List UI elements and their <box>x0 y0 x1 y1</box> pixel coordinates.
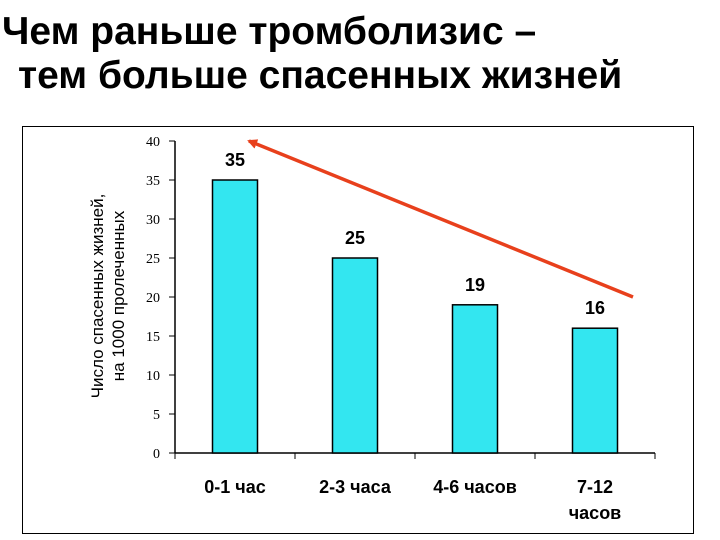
y-tick-label: 35 <box>146 174 160 189</box>
bars <box>211 179 619 454</box>
y-tick-label: 5 <box>153 408 160 423</box>
y-tick-label: 25 <box>146 252 160 267</box>
x-tick-label: 7-12 <box>577 477 613 497</box>
y-axis-label-line-2: на 1000 пролеченных <box>109 210 128 381</box>
x-tick-label: 2-3 часа <box>319 477 392 497</box>
y-tick-label: 0 <box>153 447 160 462</box>
x-tick-label: 4-6 часов <box>433 477 517 497</box>
labels: 35 0-1 час 25 2-3 часа 19 4-6 часов 16 7-12 часо… <box>204 150 621 523</box>
bar <box>571 327 619 454</box>
bar <box>211 179 259 454</box>
bar <box>451 304 499 454</box>
y-tick-label: 20 <box>146 291 160 306</box>
y-tick-label: 40 <box>146 135 160 150</box>
y-tick-label: 15 <box>146 330 160 345</box>
data-label: 25 <box>345 228 365 248</box>
bar <box>331 257 379 454</box>
trend-arrow <box>247 139 634 299</box>
title-line-1: Чем раньше тромболизис – <box>2 10 537 53</box>
y-axis-label-line-1: Число спасенных жизней, <box>88 194 107 399</box>
data-label: 19 <box>465 275 485 295</box>
y-axis-label: Число спасенных жизней, на 1000 пролечен… <box>88 194 128 399</box>
x-tick-label: часов <box>569 503 622 523</box>
chart-frame <box>22 126 694 534</box>
title-line-2: тем больше спасенных жизней <box>18 54 623 97</box>
data-label: 16 <box>585 298 605 318</box>
trend-arrow-line <box>247 139 634 299</box>
x-tick-label: 0-1 час <box>204 477 266 497</box>
data-label: 35 <box>225 150 245 170</box>
y-tick-label: 30 <box>146 213 160 228</box>
y-tick-label: 10 <box>146 369 160 384</box>
slide-title: Чем раньше тромболизис – тем больше спас… <box>0 10 720 98</box>
